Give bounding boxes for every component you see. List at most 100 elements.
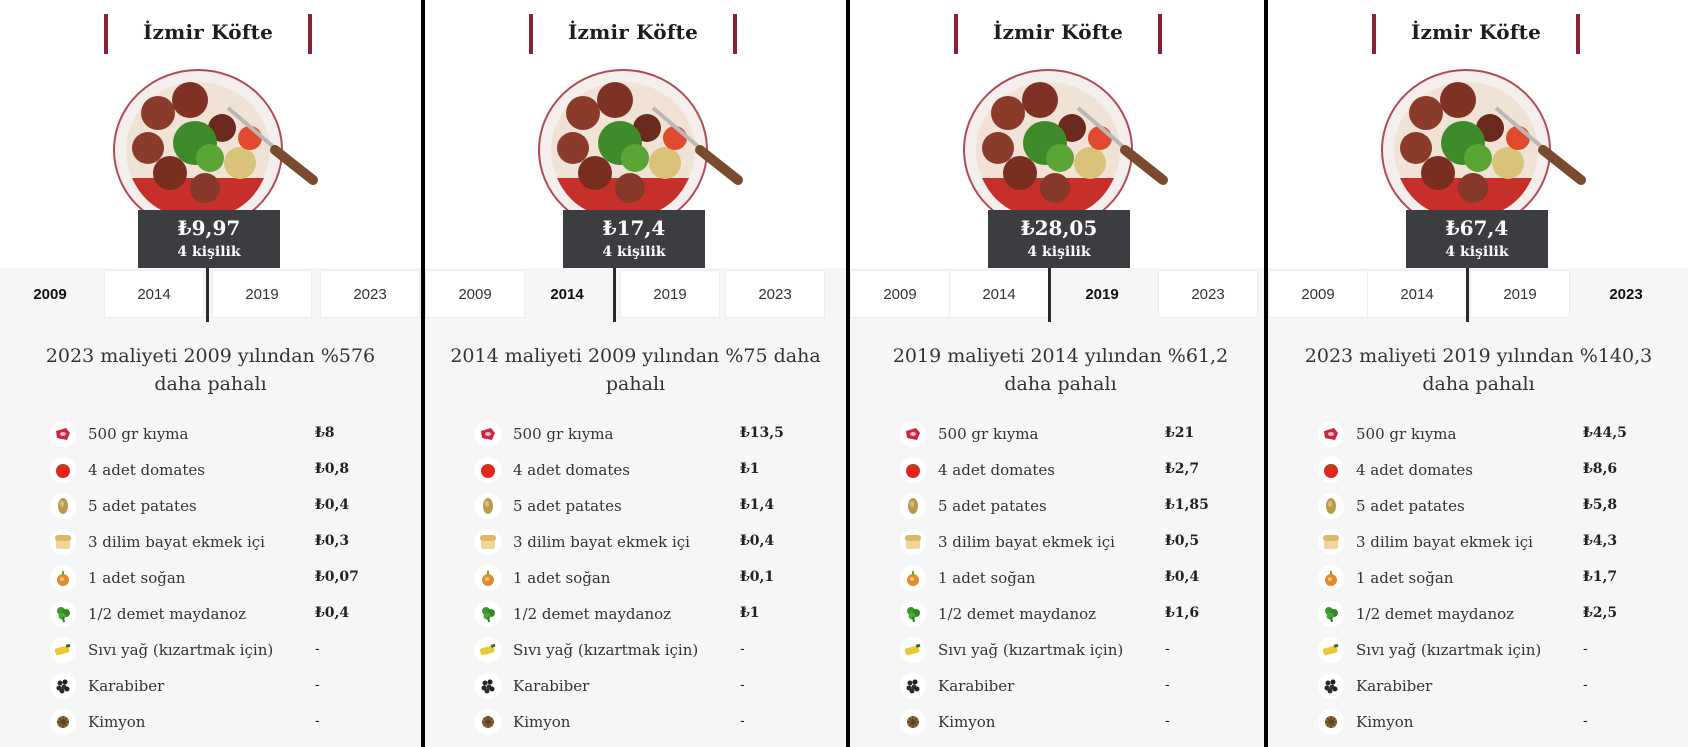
ingredient-name: Sıvı yağ (kızartmak için) <box>88 641 274 659</box>
title-box: İzmir Köfte <box>1372 14 1580 54</box>
tab-2023[interactable]: 2023 <box>1158 270 1258 318</box>
ingredient-name: 3 dilim bayat ekmek içi <box>938 533 1115 551</box>
cumin-icon <box>1318 709 1344 735</box>
tab-2023[interactable]: 2023 <box>1609 285 1643 303</box>
ingredient-name: Sıvı yağ (kızartmak için) <box>938 641 1124 659</box>
ingredient-name: 500 gr kıyma <box>938 425 1039 443</box>
ingredient-name: 1 adet soğan <box>88 569 186 587</box>
ingredient-row: 3 dilim bayat ekmek içi ₺0,4 <box>475 525 815 561</box>
ingredient-cost: - <box>740 713 745 729</box>
tab-2009[interactable]: 2009 <box>1268 270 1368 318</box>
tab-2014[interactable]: 2014 <box>1367 270 1467 318</box>
ingredient-row: Karabiber - <box>900 669 1240 705</box>
ingredient-name: 5 adet patates <box>1356 497 1465 515</box>
ingredient-name: 1/2 demet maydanoz <box>88 605 247 623</box>
onion-icon <box>1318 565 1344 591</box>
potato-icon <box>1318 493 1344 519</box>
ingredient-cost: ₺13,5 <box>740 425 784 441</box>
ingredient-cost: ₺8 <box>315 425 335 441</box>
ingredient-list: 500 gr kıyma ₺44,5 4 adet domates ₺8,6 5 ade… <box>1318 417 1658 741</box>
ingredient-cost: - <box>315 641 320 657</box>
tomato-icon <box>1318 457 1344 483</box>
servings-label: 4 kişilik <box>602 244 666 260</box>
black-pepper-icon <box>1318 673 1344 699</box>
tab-2019[interactable]: 2019 <box>1470 270 1570 318</box>
title-accent-bar <box>104 14 108 54</box>
tomato-icon <box>50 457 76 483</box>
tab-2014[interactable]: 2014 <box>104 270 204 318</box>
ingredient-cost: ₺0,4 <box>1165 569 1200 585</box>
ingredient-row: Kimyon - <box>900 705 1240 741</box>
panel-header-area: İzmir Köfte ₺28,05 <box>850 0 1271 268</box>
ingredient-name: Sıvı yağ (kızartmak için) <box>513 641 699 659</box>
total-price: ₺9,97 <box>177 216 241 240</box>
tab-2009[interactable]: 2009 <box>850 270 950 318</box>
tab-2019[interactable]: 2019 <box>620 270 720 318</box>
recipe-panel-2009: İzmir Köfte ₺9,97 <box>0 0 421 747</box>
ingredient-name: 4 adet domates <box>513 461 630 479</box>
ingredient-name: 500 gr kıyma <box>1356 425 1457 443</box>
black-pepper-icon <box>50 673 76 699</box>
ingredient-row: Kimyon - <box>475 705 815 741</box>
year-tabs: 2009 2014 2019 2023 <box>0 268 421 322</box>
ingredient-cost: ₺2,7 <box>1165 461 1200 477</box>
tab-2014[interactable]: 2014 <box>949 270 1049 318</box>
servings-label: 4 kişilik <box>1027 244 1091 260</box>
tab-2009[interactable]: 2009 <box>33 285 67 303</box>
tab-comparison-marker <box>1466 268 1469 322</box>
panel-header-area: İzmir Köfte ₺17,4 <box>425 0 846 268</box>
ingredient-cost: ₺0,4 <box>315 497 350 513</box>
total-price: ₺67,4 <box>1445 216 1509 240</box>
ingredient-name: 4 adet domates <box>1356 461 1473 479</box>
tab-2019[interactable]: 2019 <box>212 270 312 318</box>
tab-2014[interactable]: 2014 <box>550 285 584 303</box>
ingredient-cost: ₺1,85 <box>1165 497 1209 513</box>
ingredient-row: 4 adet domates ₺2,7 <box>900 453 1240 489</box>
oil-icon <box>1318 637 1344 663</box>
ingredient-cost: ₺0,5 <box>1165 533 1200 549</box>
title-box: İzmir Köfte <box>529 14 737 54</box>
ingredient-row: 3 dilim bayat ekmek içi ₺4,3 <box>1318 525 1658 561</box>
cost-summary: 2014 maliyeti 2009 yılından %75 daha pah… <box>450 345 821 395</box>
ingredient-cost: - <box>740 677 745 693</box>
ingredient-cost: ₺0,07 <box>315 569 359 585</box>
ingredient-name: 1/2 demet maydanoz <box>513 605 672 623</box>
ingredient-row: 1/2 demet maydanoz ₺1 <box>475 597 815 633</box>
ingredient-row: 1/2 demet maydanoz ₺1,6 <box>900 597 1240 633</box>
ingredient-row: 1 adet soğan ₺0,07 <box>50 561 390 597</box>
ingredient-cost: ₺1,6 <box>1165 605 1200 621</box>
tab-2023[interactable]: 2023 <box>725 270 825 318</box>
tab-2009[interactable]: 2009 <box>425 270 525 318</box>
tab-2019[interactable]: 2019 <box>1085 285 1119 303</box>
servings-label: 4 kişilik <box>1445 244 1509 260</box>
parsley-icon <box>475 601 501 627</box>
oil-icon <box>475 637 501 663</box>
ingredient-list: 500 gr kıyma ₺8 4 adet domates ₺0,8 5 adet p… <box>50 417 390 741</box>
ingredient-cost: ₺1 <box>740 605 760 621</box>
servings-label: 4 kişilik <box>177 244 241 260</box>
bread-icon <box>1318 529 1344 555</box>
tab-2023[interactable]: 2023 <box>320 270 420 318</box>
ingredient-cost: - <box>740 641 745 657</box>
panel-divider <box>846 0 850 747</box>
tab-comparison-marker <box>206 268 209 322</box>
tomato-icon <box>475 457 501 483</box>
recipe-title: İzmir Köfte <box>992 20 1124 44</box>
ingredient-cost: - <box>315 713 320 729</box>
ingredient-list: 500 gr kıyma ₺13,5 4 adet domates ₺1 5 adet … <box>475 417 815 741</box>
ingredient-name: Sıvı yağ (kızartmak için) <box>1356 641 1542 659</box>
year-tabs: 2009 2014 2019 2023 <box>850 268 1271 322</box>
ingredient-name: 1 adet soğan <box>938 569 1036 587</box>
cumin-icon <box>900 709 926 735</box>
parsley-icon <box>1318 601 1344 627</box>
title-accent-bar <box>954 14 958 54</box>
recipe-panel-2023: İzmir Köfte ₺67,4 <box>1268 0 1688 747</box>
title-accent-bar <box>529 14 533 54</box>
ingredient-name: 3 dilim bayat ekmek içi <box>88 533 265 551</box>
ingredient-cost: - <box>1165 713 1170 729</box>
ingredient-cost: - <box>1583 641 1588 657</box>
panel-header-area: İzmir Köfte ₺9,97 <box>0 0 421 268</box>
tab-comparison-marker <box>1048 268 1051 322</box>
kofte-dish-image <box>963 69 1168 218</box>
bread-icon <box>475 529 501 555</box>
